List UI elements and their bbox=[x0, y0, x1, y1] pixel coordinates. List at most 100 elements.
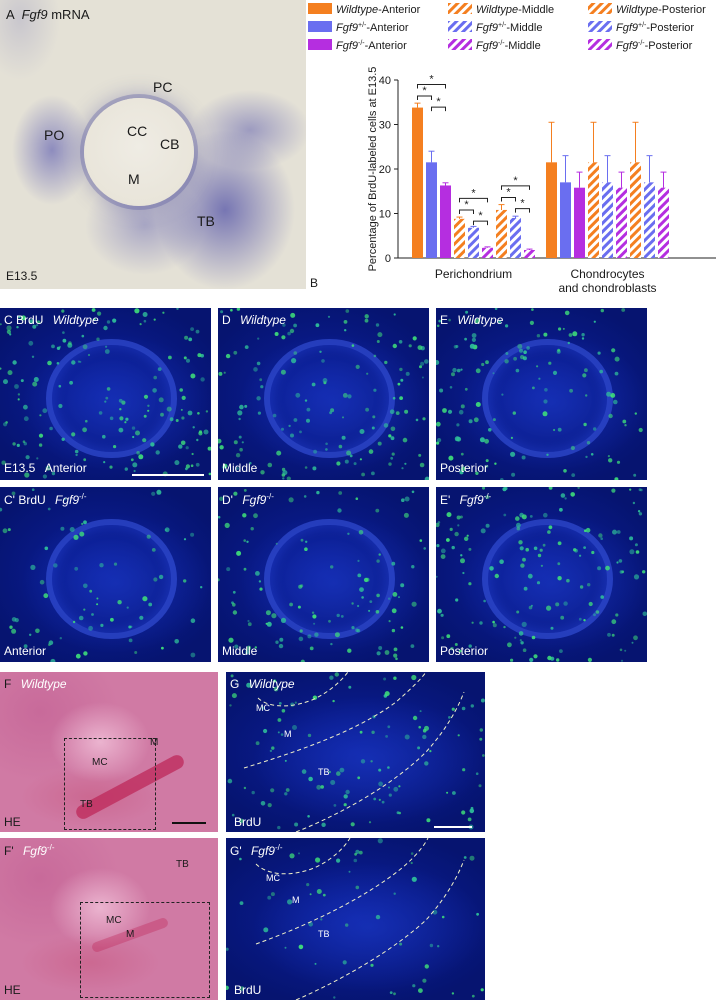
nucleus-dot bbox=[345, 789, 350, 795]
nucleus-dot bbox=[642, 570, 646, 574]
panel-b-letter: B bbox=[310, 276, 319, 290]
panel-a-stage: E13.5 bbox=[6, 269, 38, 283]
nucleus-dot bbox=[633, 635, 638, 641]
nucleus-dot bbox=[611, 348, 616, 353]
nucleus-dot bbox=[522, 648, 527, 652]
nucleus-dot bbox=[104, 400, 107, 403]
panel-f-prime-label-tb: TB bbox=[176, 859, 189, 870]
nucleus-dot bbox=[529, 657, 534, 662]
nucleus-dot bbox=[25, 455, 30, 460]
nucleus-dot bbox=[330, 780, 336, 785]
nucleus-dot bbox=[53, 563, 58, 568]
nucleus-dot bbox=[401, 467, 404, 470]
nucleus-dot bbox=[635, 550, 640, 554]
nucleus-dot bbox=[454, 436, 460, 442]
panel-f-prime-sup: -/- bbox=[46, 843, 55, 852]
nucleus-dot bbox=[33, 377, 39, 382]
nucleus-dot bbox=[411, 674, 417, 681]
nucleus-dot bbox=[597, 351, 601, 355]
panel-c-prime-header: C' BrdU Fgf9-/- bbox=[4, 493, 87, 507]
nucleus-dot bbox=[410, 861, 413, 865]
nucleus-dot bbox=[73, 534, 79, 540]
significance-bracket bbox=[417, 95, 432, 101]
nucleus-dot bbox=[197, 412, 200, 415]
nucleus-dot bbox=[500, 478, 504, 480]
panel-d-prime-header: D' Fgf9-/- bbox=[222, 493, 274, 507]
nucleus-dot bbox=[544, 388, 548, 392]
nucleus-dot bbox=[389, 409, 395, 414]
nucleus-dot bbox=[180, 408, 183, 411]
panel-f-letter: F bbox=[4, 677, 12, 691]
nucleus-dot bbox=[536, 365, 539, 368]
nucleus-dot bbox=[327, 315, 331, 318]
bar bbox=[454, 218, 465, 258]
nucleus-dot bbox=[340, 615, 344, 618]
nucleus-dot bbox=[341, 435, 346, 440]
bar bbox=[546, 162, 557, 258]
label-tb: TB bbox=[197, 213, 215, 229]
nucleus-dot bbox=[230, 674, 234, 678]
nucleus-dot bbox=[471, 333, 477, 338]
panel-e-region: Posterior bbox=[440, 461, 489, 475]
nucleus-dot bbox=[513, 356, 517, 361]
region-boundaries bbox=[243, 672, 465, 832]
nucleus-dot bbox=[270, 788, 275, 793]
nucleus-dot bbox=[239, 857, 242, 861]
nucleus-dot bbox=[564, 310, 570, 316]
panel-e-prime-region: Posterior bbox=[440, 644, 489, 658]
brdu-nuclei bbox=[218, 308, 429, 480]
panel-f-header: F Wildtype bbox=[4, 678, 67, 690]
nucleus-dot bbox=[404, 496, 410, 502]
y-tick-label: 10 bbox=[379, 209, 391, 221]
nucleus-dot bbox=[181, 395, 186, 400]
nucleus-dot bbox=[638, 488, 642, 492]
nucleus-dot bbox=[595, 610, 600, 614]
panel-g-prime-label-tb: TB bbox=[318, 929, 330, 939]
nucleus-dot bbox=[208, 472, 211, 476]
nucleus-dot bbox=[238, 435, 242, 439]
nucleus-dot bbox=[11, 628, 17, 634]
nucleus-dot bbox=[276, 450, 282, 456]
nucleus-dot bbox=[278, 643, 284, 649]
nucleus-dot bbox=[378, 646, 383, 650]
nucleus-dot bbox=[468, 547, 472, 551]
nucleus-dot bbox=[358, 850, 363, 855]
nucleus-dot bbox=[368, 821, 372, 824]
nucleus-dot bbox=[503, 513, 507, 517]
nucleus-dot bbox=[305, 540, 308, 543]
nucleus-dot bbox=[593, 613, 596, 617]
nucleus-dot bbox=[349, 454, 353, 458]
significance-bracket bbox=[417, 83, 446, 89]
nucleus-dot bbox=[391, 561, 396, 566]
nucleus-dot bbox=[621, 308, 626, 312]
nucleus-dot bbox=[465, 310, 469, 314]
panel-g-prime-letter: G' bbox=[230, 844, 242, 858]
nucleus-dot bbox=[190, 464, 194, 467]
panel-f-label-m: M bbox=[150, 737, 159, 748]
panel-f-prime-stain: HE bbox=[4, 983, 21, 997]
nucleus-dot bbox=[373, 388, 377, 392]
nucleus-dot bbox=[293, 418, 298, 422]
category-label: Perichondrium bbox=[435, 267, 512, 281]
nucleus-dot bbox=[400, 626, 404, 629]
nucleus-dot bbox=[17, 393, 21, 396]
nucleus-dot bbox=[156, 489, 162, 495]
nucleus-dot bbox=[338, 444, 343, 449]
nucleus-dot bbox=[441, 915, 445, 919]
nucleus-dot bbox=[61, 437, 65, 441]
legend-swatch bbox=[588, 21, 612, 32]
nucleus-dot bbox=[31, 488, 35, 491]
nucleus-dot bbox=[281, 335, 286, 340]
nucleus-dot bbox=[422, 978, 427, 983]
nucleus-dot bbox=[543, 332, 548, 337]
nucleus-dot bbox=[440, 548, 446, 554]
panel-g-header: G Wildtype bbox=[230, 678, 295, 690]
nucleus-dot bbox=[0, 367, 2, 370]
bar bbox=[602, 182, 613, 258]
panel-e-letter: E bbox=[440, 313, 449, 327]
nucleus-dot bbox=[395, 657, 398, 661]
nucleus-dot bbox=[376, 340, 380, 343]
nucleus-dot bbox=[400, 583, 405, 588]
nucleus-dot bbox=[351, 344, 355, 347]
